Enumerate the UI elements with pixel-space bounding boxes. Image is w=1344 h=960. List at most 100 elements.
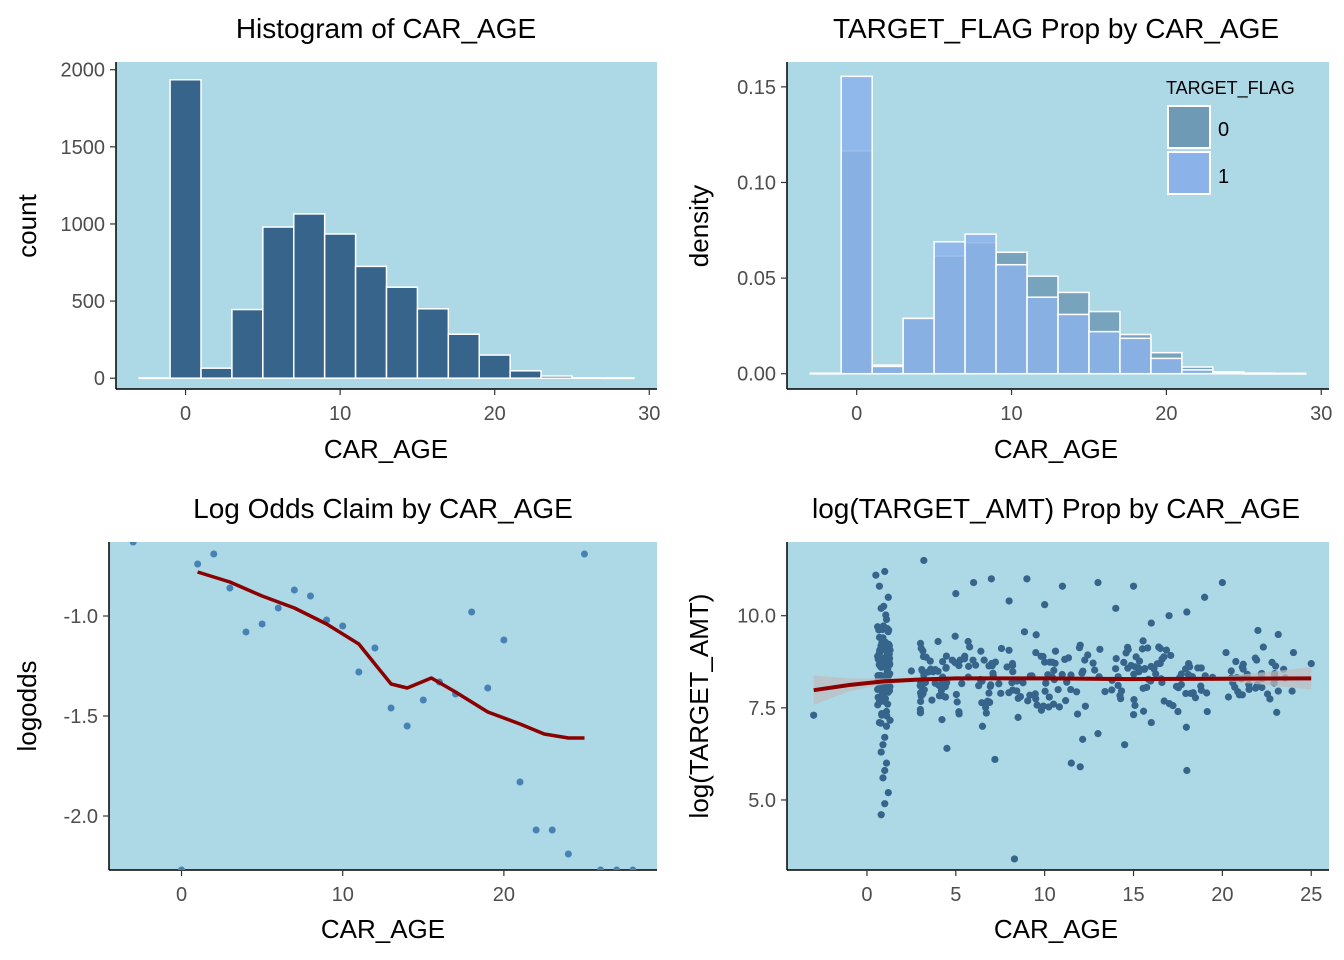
data-point [877,663,885,671]
data-point [1139,637,1147,645]
data-point [1197,664,1205,672]
legend-key-1 [1167,151,1211,195]
y-tick-label: 0.05 [737,268,776,290]
data-point [1055,703,1064,711]
data-point [1130,670,1138,678]
data-point [1222,648,1230,657]
data-point [1033,701,1041,709]
x-axis-title: CAR_AGE [321,914,445,944]
data-point [964,662,973,670]
data-point [1041,658,1049,666]
data-point [1067,759,1075,767]
data-point [1009,668,1017,676]
y-axis-title: logodds [12,660,42,751]
data-point [874,652,882,660]
x-tick-label: 20 [1211,884,1233,906]
histogram-bar [385,286,419,379]
data-point [928,696,936,704]
data-point [1184,671,1193,679]
data-point [1019,679,1027,687]
data-point [339,622,347,630]
data-point [1274,687,1282,695]
density-bar-flag-1 [1057,313,1090,375]
data-point [1016,692,1025,701]
data-point [1026,691,1034,699]
legend: TARGET_FLAG 0 1 [1166,78,1295,195]
data-point [1005,597,1013,605]
y-tick-label: 0 [94,368,105,390]
data-point [982,709,990,717]
data-point [879,774,887,782]
data-point [1061,655,1069,664]
data-point [1289,648,1298,657]
data-point [194,560,202,568]
x-axis-title: CAR_AGE [324,434,448,464]
data-point [934,637,942,646]
data-point [877,748,885,756]
data-point [884,700,892,708]
data-point [1253,656,1261,664]
data-point [1251,684,1260,692]
data-point [931,665,939,674]
data-point [982,703,990,711]
data-point [918,665,926,674]
y-tick-label: 2000 [61,60,106,82]
data-point [939,658,947,666]
data-point [1045,693,1053,701]
data-point [917,697,925,706]
data-point [1138,645,1147,653]
data-point [938,684,946,693]
data-point [1245,685,1253,694]
data-point [969,578,978,587]
data-point [1181,665,1190,673]
data-point [1081,702,1089,710]
data-point [1203,689,1211,697]
data-point [1160,697,1168,705]
smooth-line [813,676,1312,693]
data-point [1031,690,1039,698]
data-point [980,656,988,664]
data-point [1048,658,1056,666]
data-point [886,716,894,724]
data-point [881,733,889,741]
density-bar-flag-1 [964,233,997,375]
histogram-bar [323,233,357,379]
data-point [943,744,951,752]
data-point [1112,604,1120,612]
data-point [920,556,928,565]
data-point [1259,643,1267,651]
data-point [875,718,884,727]
data-point [907,667,915,675]
data-point [1076,641,1084,649]
data-point [882,615,891,623]
data-point [1235,691,1244,699]
data-point [1094,730,1102,738]
data-point [564,850,572,858]
x-tick-label: 10 [1034,884,1056,906]
data-point [178,866,186,870]
data-point [613,866,621,870]
histogram-bar [200,367,233,379]
legend-title: TARGET_FLAG [1166,78,1295,99]
histogram-bar [602,377,635,380]
data-point [1218,578,1226,587]
data-point [1058,670,1066,679]
density-bar-flag-1 [902,317,935,375]
data-point [1147,619,1155,627]
x-tick-label: 0 [180,403,191,425]
x-tick-label: 0 [851,403,862,425]
data-point [951,632,959,640]
data-point [882,722,891,730]
data-point [882,707,891,716]
data-point [387,704,395,712]
y-tick-label: 7.5 [748,698,776,720]
data-point [1051,647,1060,655]
data-point [987,575,995,583]
legend-label-1: 1 [1218,166,1229,188]
y-axis-title: density [684,185,714,267]
density-bar-flag-1 [840,75,873,375]
data-point [1183,608,1191,616]
chart-title: log(TARGET_AMT) Prop by CAR_AGE [812,493,1300,524]
data-point [986,682,994,690]
data-point [1288,687,1296,695]
